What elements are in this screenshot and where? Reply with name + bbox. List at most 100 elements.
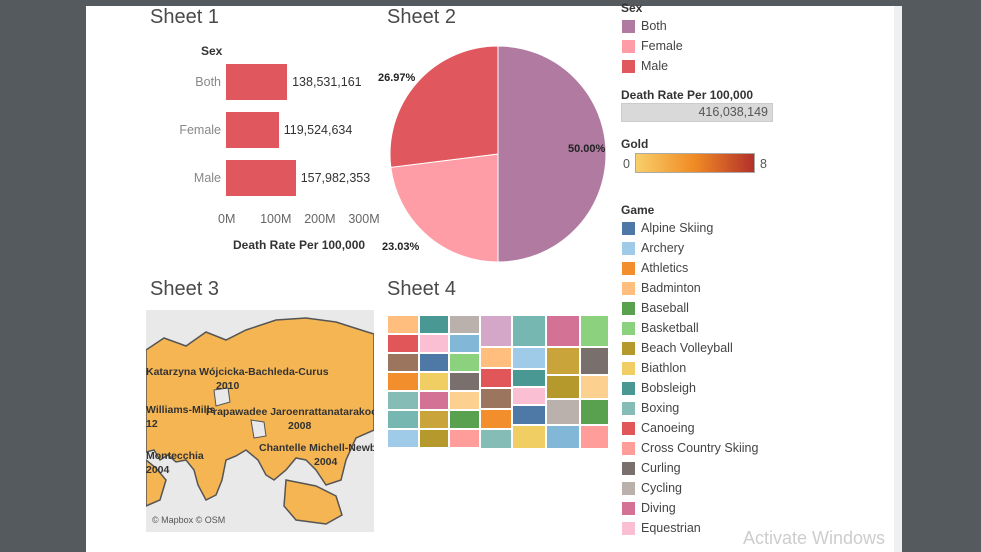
- game-legend-item[interactable]: Canoeing: [622, 419, 695, 437]
- game-legend-item[interactable]: Diving: [622, 499, 676, 517]
- game-legend-item[interactable]: Alpine Skiing: [622, 219, 713, 237]
- treemap-cell[interactable]: [419, 315, 449, 334]
- legend-swatch: [622, 241, 635, 255]
- treemap-cell[interactable]: [580, 315, 609, 347]
- bar[interactable]: [226, 64, 288, 100]
- treemap-cell[interactable]: [419, 429, 449, 448]
- treemap-cell[interactable]: [387, 429, 419, 448]
- treemap-cell[interactable]: [387, 315, 419, 334]
- legend-label: Cross Country Skiing: [641, 441, 759, 455]
- game-legend-item[interactable]: Biathlon: [622, 359, 686, 377]
- treemap-cell[interactable]: [449, 315, 480, 334]
- treemap-cell[interactable]: [449, 429, 480, 448]
- game-legend-item[interactable]: Bobsleigh: [622, 379, 696, 397]
- map-label[interactable]: Prapawadee Jaroenrattanatarakoon: [206, 406, 374, 418]
- treemap-cell[interactable]: [449, 372, 480, 391]
- treemap-cell[interactable]: [419, 391, 449, 410]
- death-rate-slider[interactable]: 416,038,149: [621, 103, 773, 122]
- gold-legend-title: Gold: [621, 137, 649, 151]
- legend-label: Biathlon: [641, 361, 687, 375]
- legend-label: Curling: [641, 461, 681, 475]
- map-label[interactable]: Montecchia: [146, 450, 204, 462]
- treemap-cell[interactable]: [546, 315, 580, 347]
- treemap-cell[interactable]: [419, 353, 449, 372]
- treemap-cell[interactable]: [419, 334, 449, 353]
- map-label[interactable]: Williams-Mills: [146, 404, 216, 416]
- treemap-cell[interactable]: [512, 315, 546, 347]
- sex-legend-item[interactable]: Male: [622, 57, 668, 75]
- pie-slice[interactable]: [390, 153, 499, 263]
- treemap[interactable]: [387, 315, 609, 449]
- legend-swatch: [622, 301, 635, 315]
- game-legend-item[interactable]: Equestrian: [622, 519, 701, 537]
- game-legend-item[interactable]: Cycling: [622, 479, 682, 497]
- game-legend-item[interactable]: Curling: [622, 459, 681, 477]
- bar-value-label: 157,982,353: [300, 171, 371, 185]
- treemap-cell[interactable]: [449, 353, 480, 372]
- map-label[interactable]: 2010: [216, 380, 240, 392]
- treemap-cell[interactable]: [546, 347, 580, 375]
- map-label[interactable]: 2004: [314, 456, 338, 468]
- pie-slice[interactable]: [497, 45, 607, 263]
- bar-category-label: Male: [193, 171, 221, 185]
- game-legend-item[interactable]: Baseball: [622, 299, 689, 317]
- world-map[interactable]: Katarzyna Wójcicka-Bachleda-Curus 2010 W…: [146, 310, 374, 532]
- treemap-cell[interactable]: [512, 387, 546, 405]
- treemap-cell[interactable]: [480, 409, 512, 429]
- treemap-cell[interactable]: [512, 369, 546, 387]
- treemap-cell[interactable]: [580, 375, 609, 399]
- legend-label: Archery: [641, 241, 685, 255]
- game-legend-item[interactable]: Beach Volleyball: [622, 339, 733, 357]
- treemap-cell[interactable]: [546, 425, 580, 449]
- treemap-cell[interactable]: [387, 372, 419, 391]
- legend-label: Cycling: [641, 481, 682, 495]
- treemap-cell[interactable]: [449, 391, 480, 410]
- bar[interactable]: [226, 112, 279, 148]
- treemap-cell[interactable]: [387, 391, 419, 410]
- treemap-cell[interactable]: [449, 410, 480, 429]
- game-legend-item[interactable]: Basketball: [622, 319, 699, 337]
- treemap-cell[interactable]: [480, 368, 512, 388]
- vertical-scrollbar[interactable]: [894, 6, 902, 552]
- treemap-cell[interactable]: [449, 334, 480, 353]
- game-legend-item[interactable]: Badminton: [622, 279, 701, 297]
- treemap-cell[interactable]: [387, 410, 419, 429]
- treemap-cell[interactable]: [387, 353, 419, 372]
- game-legend-item[interactable]: Archery: [622, 239, 684, 257]
- treemap-cell[interactable]: [512, 347, 546, 369]
- game-legend-item[interactable]: Boxing: [622, 399, 679, 417]
- treemap-cell[interactable]: [546, 375, 580, 399]
- treemap-cell[interactable]: [480, 347, 512, 368]
- treemap-cell[interactable]: [419, 410, 449, 429]
- map-label[interactable]: 12: [146, 418, 158, 430]
- game-legend-item[interactable]: Athletics: [622, 259, 688, 277]
- pie-slice[interactable]: [389, 45, 499, 168]
- treemap-cell[interactable]: [546, 399, 580, 425]
- death-rate-value: 416,038,149: [698, 105, 768, 119]
- pie-chart[interactable]: 50.00% 23.03% 26.97%: [376, 36, 621, 266]
- sex-legend-title: Sex: [621, 1, 643, 15]
- treemap-cell[interactable]: [512, 425, 546, 449]
- treemap-cell[interactable]: [580, 425, 609, 449]
- sex-legend-item[interactable]: Female: [622, 37, 683, 55]
- map-label[interactable]: 2004: [146, 464, 170, 476]
- treemap-cell[interactable]: [480, 315, 512, 347]
- sex-legend-item[interactable]: Both: [622, 17, 667, 35]
- map-label[interactable]: Chantelle Michell-Newbery: [259, 442, 374, 454]
- legend-swatch: [622, 361, 635, 375]
- treemap-cell[interactable]: [419, 372, 449, 391]
- game-legend-item[interactable]: Cross Country Skiing: [622, 439, 758, 457]
- treemap-cell[interactable]: [387, 334, 419, 353]
- map-label[interactable]: 2008: [288, 420, 312, 432]
- treemap-cell[interactable]: [512, 405, 546, 425]
- gold-min: 0: [623, 157, 630, 171]
- bar[interactable]: [226, 160, 296, 196]
- map-attribution[interactable]: © Mapbox © OSM: [152, 515, 226, 525]
- legend-swatch: [622, 481, 635, 495]
- map-label[interactable]: Katarzyna Wójcicka-Bachleda-Curus: [146, 366, 329, 378]
- treemap-cell[interactable]: [480, 429, 512, 449]
- legend-swatch: [622, 341, 635, 355]
- treemap-cell[interactable]: [580, 347, 609, 375]
- treemap-cell[interactable]: [480, 388, 512, 409]
- treemap-cell[interactable]: [580, 399, 609, 425]
